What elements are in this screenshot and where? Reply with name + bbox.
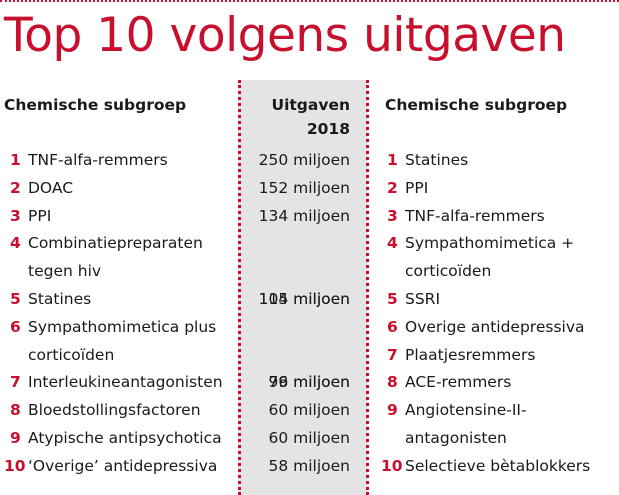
spending-value: 60 miljoen: [268, 428, 350, 447]
item-label: Statines: [405, 151, 469, 169]
item-label: Overige antidepressiva: [405, 317, 585, 336]
rank-number: 5: [10, 289, 21, 308]
rank-number: 8: [10, 401, 21, 420]
item-label: SSRI: [405, 289, 441, 308]
item-label: Bloedstollingsfactoren: [28, 401, 201, 420]
spending-value: 60 miljoen: [268, 401, 350, 420]
rank-number: 7: [10, 373, 21, 392]
rank-number: 8: [387, 373, 398, 392]
middle-header-line2: 2018: [306, 120, 350, 138]
rank-number: 6: [10, 317, 21, 336]
left-column-header: Chemische subgroep: [4, 96, 187, 114]
item-label: Selectieve bètablokkers: [405, 456, 591, 475]
item-label: TNF-alfa-remmers: [28, 151, 168, 169]
list-item: 10 ‘Overige’ antidepressiva: [4, 453, 236, 481]
spending-value-row: 114 miljoen: [240, 230, 350, 308]
item-label: Statines: [28, 289, 92, 308]
list-item: 7 Plaatjesremmers: [387, 342, 617, 370]
item-label-line: tegen hiv: [28, 262, 102, 281]
spending-value: 152 miljoen: [258, 178, 350, 197]
page-title: Top 10 volgens uitgaven: [4, 8, 566, 63]
list-item: 10 Selectieve bètablokkers: [381, 453, 617, 481]
list-item: 1 Statines: [387, 147, 617, 175]
list-item: 2 PPI: [387, 175, 617, 203]
item-label: PPI: [405, 178, 429, 197]
rank-number: 3: [10, 206, 21, 225]
spending-value: 96 miljoen: [268, 373, 350, 392]
rank-number: 2: [387, 178, 398, 197]
spending-value: 58 miljoen: [268, 456, 350, 475]
dotted-divider-left: [238, 80, 241, 495]
rank-number: 5: [387, 289, 398, 308]
list-item: 9 Angiotensine-II- antagonisten: [387, 397, 617, 453]
rank-number: 3: [387, 206, 398, 225]
rank-number: 10: [381, 456, 403, 475]
rank-number: 2: [10, 178, 21, 197]
item-label: DOAC: [28, 178, 74, 197]
list-item: 6 Sympathomimetica plus corticoïden: [10, 314, 236, 370]
value-column-shading: [238, 80, 368, 495]
item-label: Sympathomimetica + corticoïden: [405, 230, 574, 286]
list-item: 6 Overige antidepressiva: [387, 314, 617, 342]
item-label-line: Sympathomimetica plus: [28, 317, 217, 336]
item-label-line: antagonisten: [405, 428, 507, 447]
list-item: 4 Sympathomimetica + corticoïden: [387, 230, 617, 286]
item-label: Interleukineantagonisten: [28, 373, 223, 392]
item-label: Atypische antipsychotica: [28, 428, 222, 447]
item-label-line: Angiotensine-II-: [405, 401, 527, 420]
item-label-line: corticoïden: [28, 345, 115, 364]
list-item: 5 SSRI: [387, 286, 617, 314]
item-label: Combinatiepreparaten tegen hiv: [28, 230, 203, 286]
list-item: 7 Interleukineantagonisten: [10, 369, 236, 397]
spending-value: 105 miljoen: [258, 289, 350, 308]
rank-number: 4: [387, 234, 398, 253]
spending-value: 250 miljoen: [258, 151, 350, 169]
list-item: 4 Combinatiepreparaten tegen hiv: [10, 230, 236, 286]
rank-number: 7: [387, 345, 398, 364]
item-label-line: corticoïden: [405, 262, 492, 281]
top-dotted-rule: [0, 0, 619, 2]
spending-value: 114 miljoen: [258, 290, 350, 308]
rank-number: 1: [387, 151, 398, 169]
item-label: ACE-remmers: [405, 373, 512, 392]
list-item: 5 Statines: [10, 286, 236, 314]
list-item: 3 PPI: [10, 203, 236, 231]
item-label: Sympathomimetica plus corticoïden: [28, 314, 216, 370]
right-column-header: Chemische subgroep: [385, 96, 568, 114]
list-item: 1 TNF-alfa-remmers: [10, 147, 236, 175]
spending-value-row: 96 miljoen: [240, 314, 350, 391]
list-item: 8 ACE-remmers: [387, 369, 617, 397]
spending-value: 79 miljoen: [268, 373, 350, 392]
list-item: 8 Bloedstollingsfactoren: [10, 397, 236, 425]
rank-number: 6: [387, 317, 398, 336]
item-label: ‘Overige’ antidepressiva: [28, 456, 218, 475]
item-label: PPI: [28, 206, 52, 225]
spending-values-column: 250 miljoen 152 miljoen 134 miljoen 114 …: [240, 147, 350, 481]
right-ranking-list: 1 Statines 2 PPI 3 TNF-alfa-remmers 4 Sy…: [381, 147, 617, 481]
list-item: 2 DOAC: [10, 175, 236, 203]
list-item: 9 Atypische antipsychotica: [10, 425, 236, 453]
rank-number: 9: [10, 428, 21, 447]
rank-number: 9: [387, 401, 398, 420]
item-label-line: Combinatiepreparaten: [28, 234, 203, 253]
item-label-line: Sympathomimetica +: [405, 234, 575, 253]
item-label: TNF-alfa-remmers: [405, 206, 545, 225]
item-label: Plaatjesremmers: [405, 345, 536, 364]
middle-header-line1: Uitgaven: [271, 96, 350, 114]
left-ranking-list: 1 TNF-alfa-remmers 2 DOAC 3 PPI 4 Combin…: [4, 147, 236, 481]
item-label: Angiotensine-II- antagonisten: [405, 397, 527, 453]
list-item: 3 TNF-alfa-remmers: [387, 203, 617, 231]
rank-number: 10: [4, 456, 26, 475]
rank-number: 1: [10, 151, 21, 169]
rank-number: 4: [10, 234, 21, 253]
middle-column-header: Uitgaven 2018: [240, 93, 350, 141]
dotted-divider-right: [366, 80, 369, 495]
spending-value: 134 miljoen: [258, 206, 350, 225]
